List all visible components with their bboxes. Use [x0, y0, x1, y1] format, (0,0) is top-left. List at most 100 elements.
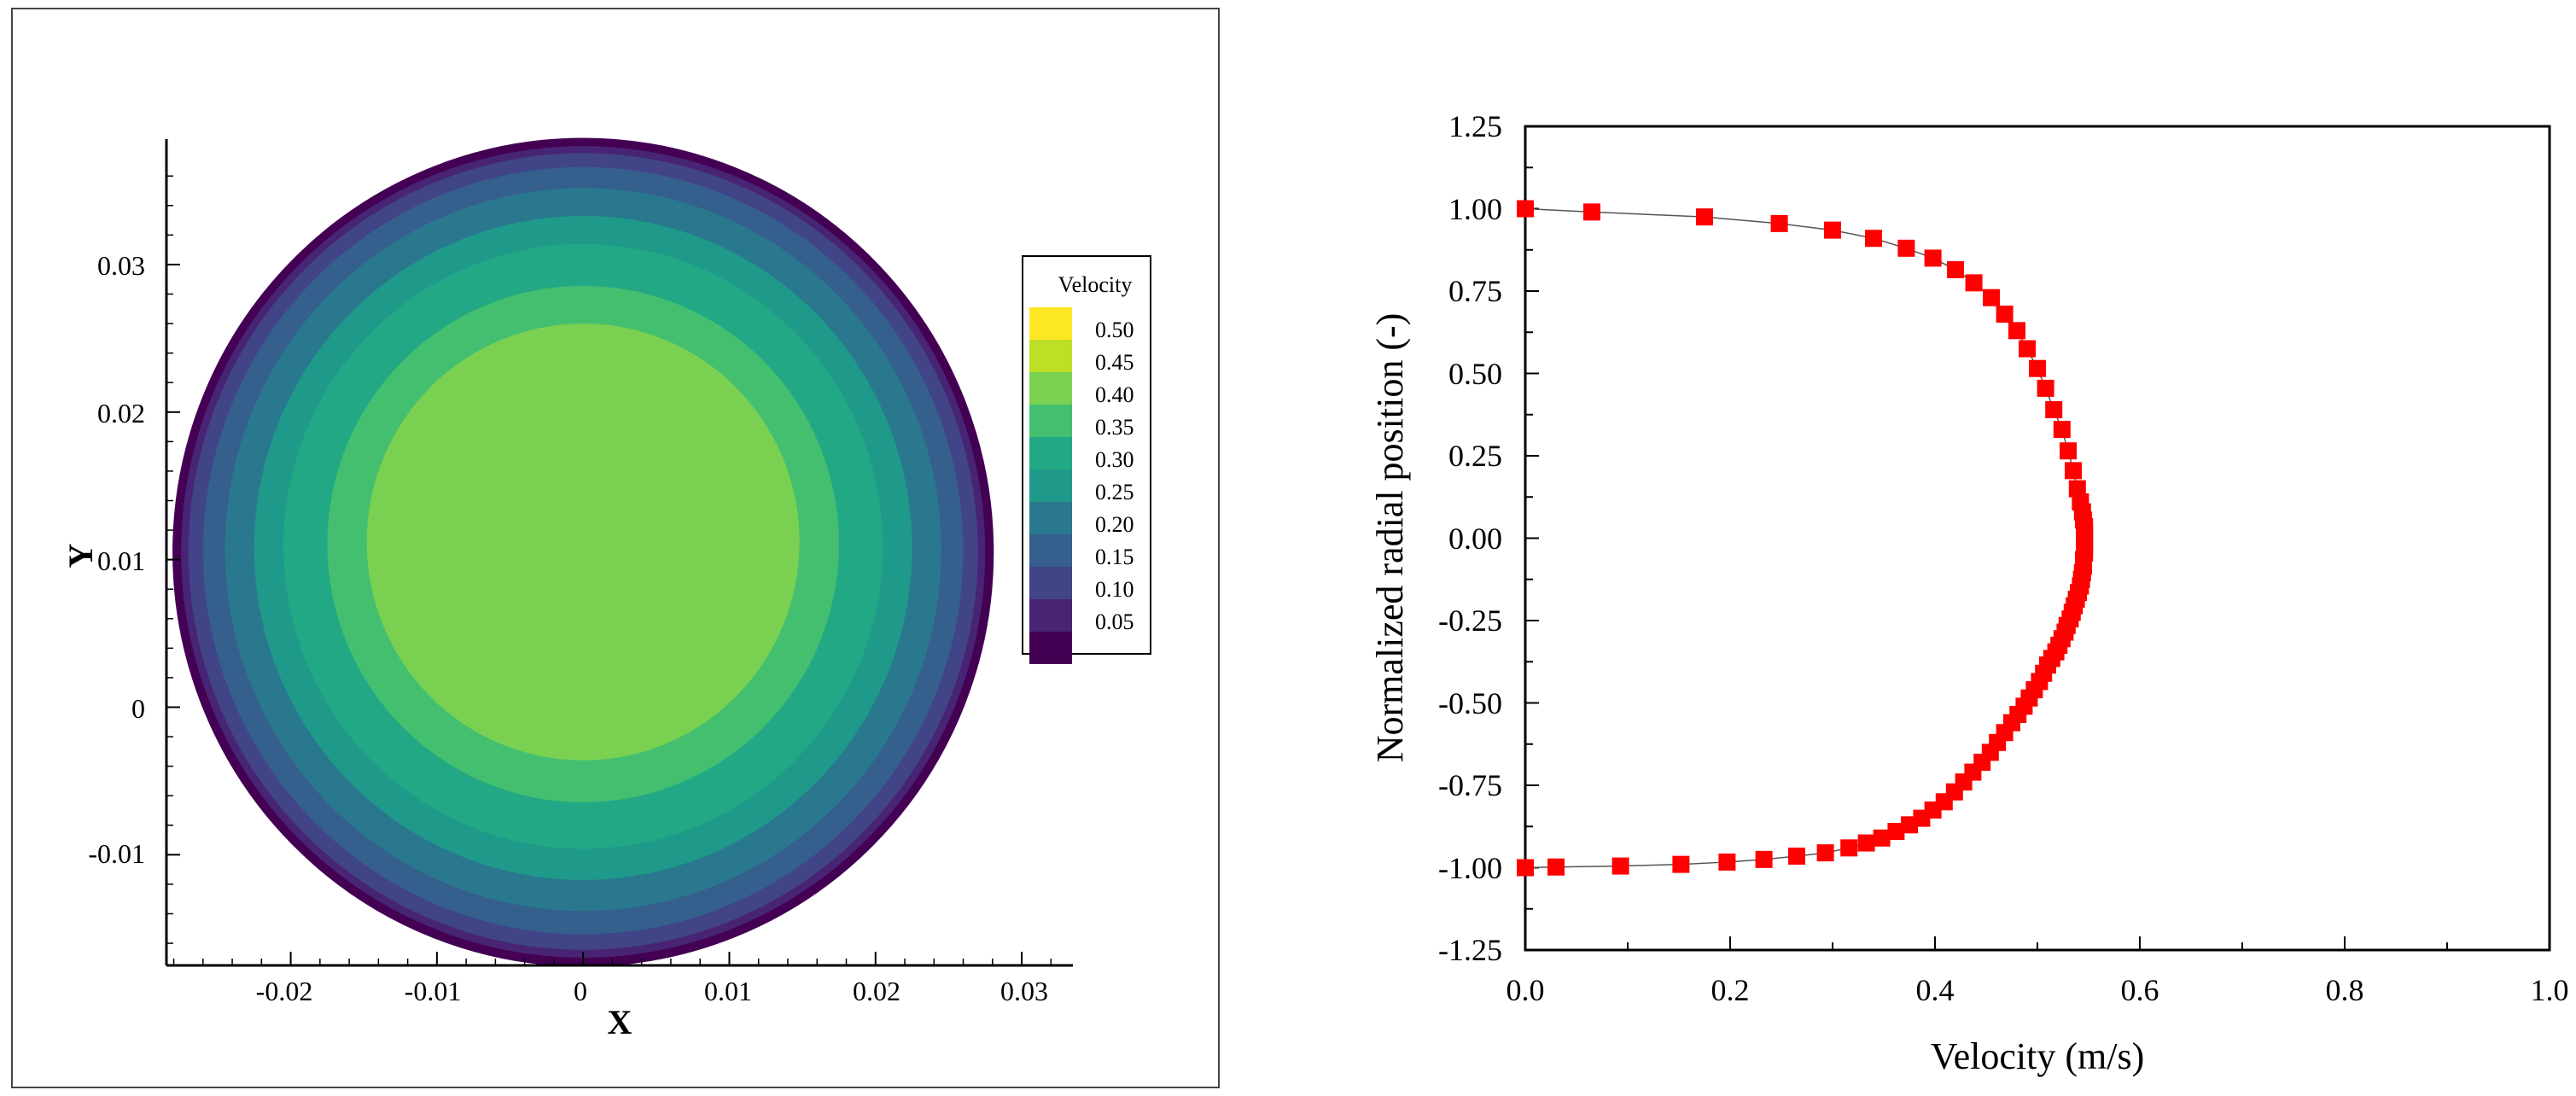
profile-data-point	[1924, 249, 1942, 267]
contour-y-tick-label: -0.01	[88, 838, 145, 869]
legend-swatch	[1029, 632, 1072, 664]
profile-data-point	[1816, 844, 1834, 862]
contour-x-tick-label: 0	[574, 976, 587, 1006]
profile-data-point	[1583, 203, 1600, 221]
legend-label: 0.25	[1095, 480, 1134, 504]
profile-y-tick-label: 1.00	[1448, 192, 1502, 226]
profile-data-point	[2053, 421, 2071, 439]
legend-swatch	[1029, 534, 1072, 567]
legend-swatch	[1029, 437, 1072, 469]
contour-x-tick-labels: -0.02 -0.01 0 0.01 0.02 0.03	[256, 976, 1048, 1006]
profile-data-point	[1755, 850, 1773, 868]
profile-data-point	[1865, 230, 1882, 248]
legend-label: 0.40	[1095, 382, 1134, 407]
legend-label: 0.50	[1095, 318, 1134, 342]
profile-data-point	[1718, 853, 1736, 871]
profile-x-tick-label: 0.2	[1711, 973, 1750, 1007]
legend-swatch	[1029, 340, 1072, 372]
legend-label: 0.15	[1095, 545, 1134, 569]
profile-data-point	[2019, 340, 2036, 358]
profile-data-point	[1947, 260, 1964, 278]
profile-data-point	[1996, 306, 2014, 324]
contour-y-tick-label: 0.03	[97, 250, 145, 281]
contour-field	[172, 137, 994, 967]
contour-y-tick-label: 0.02	[97, 398, 145, 428]
profile-data-point	[1965, 274, 1983, 292]
legend-swatch	[1029, 307, 1072, 340]
contour-y-tick-label: 0.01	[97, 545, 145, 576]
profile-y-tick-label: 0.25	[1448, 439, 1502, 473]
legend-label: 0.30	[1095, 447, 1134, 472]
legend-swatch	[1029, 567, 1072, 599]
contour-y-tick-labels: -0.01 0 0.01 0.02 0.03	[88, 250, 145, 869]
profile-data-point	[1770, 214, 1788, 232]
profile-x-tick-label: 1.0	[2531, 973, 2569, 1007]
profile-data-point	[2029, 359, 2046, 377]
legend-swatch	[1029, 469, 1072, 502]
profile-data-point	[1547, 858, 1565, 876]
profile-data-point	[2008, 322, 2025, 340]
profile-y-tick-label: 0.75	[1448, 274, 1502, 308]
profile-y-tick-label: 0.50	[1448, 357, 1502, 391]
legend-swatch	[1029, 405, 1072, 437]
profile-data-point	[2065, 462, 2082, 480]
profile-data-point	[1897, 239, 1915, 257]
profile-data-point	[1887, 823, 1905, 841]
profile-y-tick-label: -1.25	[1438, 933, 1502, 967]
profile-data-point	[1517, 859, 1534, 877]
contour-x-tick-label: 0.02	[853, 976, 900, 1006]
profile-data-point	[1696, 208, 1713, 226]
profile-data-point	[1901, 816, 1918, 834]
profile-y-tick-labels: 1.25 1.00 0.75 0.50 0.25 0.00 -0.25 -0.5…	[1438, 109, 1502, 967]
legend-labels: 0.50 0.45 0.40 0.35 0.30 0.25 0.20 0.15 …	[1095, 318, 1134, 634]
legend-swatch	[1029, 372, 1072, 405]
profile-x-tick-label: 0.4	[1916, 973, 1955, 1007]
contour-x-tick-label: -0.02	[256, 976, 313, 1006]
legend-label: 0.10	[1095, 577, 1134, 602]
profile-data-point	[1611, 857, 1629, 875]
legend-label: 0.35	[1095, 415, 1134, 440]
profile-y-axis-label: Normalized radial position (-)	[1369, 313, 1411, 763]
profile-data-point	[1824, 221, 1841, 239]
profile-x-tick-labels: 0.0 0.2 0.4 0.6 0.8 1.0	[1507, 973, 2569, 1007]
contour-band	[366, 324, 800, 761]
profile-data-point	[1672, 855, 1690, 873]
legend-title: Velocity	[1058, 272, 1133, 297]
profile-data-point	[1788, 847, 1805, 865]
legend-swatch	[1029, 502, 1072, 534]
profile-data-point	[2037, 379, 2054, 397]
profile-panel: 0.0 0.2 0.4 0.6 0.8 1.0 1.25 1.00 0.75 0…	[1369, 109, 2569, 1077]
profile-x-tick-label: 0.8	[2326, 973, 2364, 1007]
legend-label: 0.05	[1095, 609, 1134, 634]
profile-data-point	[2060, 442, 2077, 460]
profile-y-tick-label: -0.50	[1438, 686, 1502, 720]
contour-x-tick-label: 0.01	[704, 976, 752, 1006]
profile-y-tick-label: 1.25	[1448, 109, 1502, 143]
profile-x-axis-label: Velocity (m/s)	[1931, 1035, 2145, 1077]
legend-swatch	[1029, 599, 1072, 632]
profile-x-tick-label: 0.0	[1507, 973, 1545, 1007]
velocity-legend: Velocity 0.50 0.45 0.40 0.35 0.30 0.25 0…	[1022, 255, 1151, 664]
profile-markers	[1517, 200, 2094, 877]
profile-data-point	[1517, 200, 1534, 218]
contour-x-axis-label: X	[608, 1003, 632, 1041]
profile-data-point	[2045, 400, 2063, 418]
profile-x-tick-label: 0.6	[2121, 973, 2159, 1007]
profile-y-tick-label: -0.75	[1438, 768, 1502, 802]
contour-axes	[165, 139, 1073, 967]
contour-panel: -0.02 -0.01 0 0.01 0.02 0.03 -0.01 0 0.0…	[11, 8, 1220, 1088]
contour-y-tick-label: 0	[131, 693, 145, 724]
legend-swatches	[1029, 307, 1072, 664]
profile-y-tick-label: -0.25	[1438, 603, 1502, 638]
profile-ticks	[1524, 125, 2550, 951]
contour-x-tick-label: 0.03	[1000, 976, 1048, 1006]
profile-data-point	[1873, 829, 1891, 847]
profile-data-point	[1857, 834, 1875, 852]
profile-y-tick-label: 0.00	[1448, 522, 1502, 556]
contour-y-axis-label: Y	[61, 543, 100, 568]
contour-x-tick-label: -0.01	[405, 976, 462, 1006]
legend-label: 0.20	[1095, 512, 1134, 537]
profile-data-point	[1840, 839, 1858, 857]
legend-label: 0.45	[1095, 350, 1134, 375]
profile-data-point	[1983, 289, 2000, 306]
